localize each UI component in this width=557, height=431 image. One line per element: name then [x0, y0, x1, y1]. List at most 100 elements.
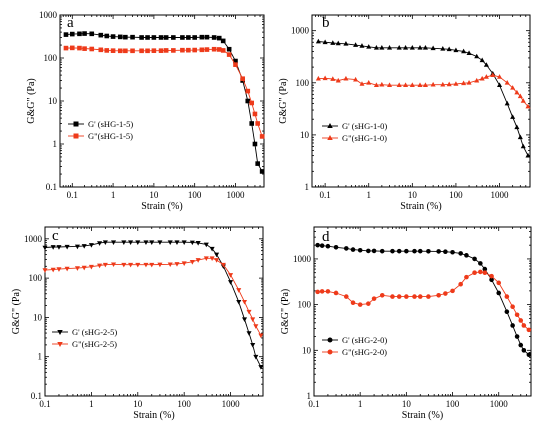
- data-point: [426, 248, 431, 254]
- data-point: [350, 300, 356, 306]
- data-point: [158, 35, 164, 40]
- legend-entry: G"(sHG-1-0): [342, 133, 387, 143]
- data-point: [216, 47, 222, 52]
- data-point: [350, 247, 356, 252]
- x-axis-label: Strain (%): [141, 201, 182, 212]
- y-tick-label: 0.1: [31, 391, 42, 401]
- data-point: [181, 261, 187, 266]
- data-point: [322, 39, 328, 45]
- data-point: [233, 62, 238, 67]
- data-point: [353, 76, 359, 82]
- data-point: [520, 143, 526, 149]
- legend: G' (sHG-2-5) G"(sHG-2-5): [52, 327, 117, 349]
- series-g-prime: [315, 242, 532, 358]
- data-point: [325, 243, 331, 249]
- x-tick-label: 100: [446, 399, 460, 409]
- data-point: [335, 40, 341, 46]
- data-point: [357, 302, 363, 307]
- y-axis: 1 10 100 1000: [293, 226, 531, 401]
- data-point: [464, 253, 469, 258]
- data-point: [81, 265, 87, 271]
- x-axis: 0.1 1 10 100 1000: [59, 15, 265, 200]
- data-point: [117, 48, 123, 54]
- data-point: [259, 134, 265, 139]
- y-tick-label: 1000: [293, 254, 312, 264]
- legend-entry: G' (sHG-1-0): [342, 121, 387, 131]
- data-point: [220, 262, 226, 268]
- series-g-double-prime: [315, 72, 531, 109]
- data-point: [510, 304, 515, 310]
- data-point: [258, 365, 264, 370]
- x-tick-label: 0.1: [39, 399, 50, 409]
- data-point: [430, 45, 436, 51]
- data-point: [404, 294, 409, 299]
- data-point: [97, 241, 103, 246]
- data-point: [250, 317, 256, 322]
- x-axis-label: Strain (%): [400, 201, 441, 212]
- data-point: [453, 81, 459, 86]
- data-point: [220, 48, 226, 53]
- data-point: [64, 244, 70, 250]
- data-point: [117, 34, 123, 40]
- data-point: [171, 35, 176, 40]
- data-point: [259, 169, 265, 174]
- data-point: [130, 48, 135, 54]
- y-tick-label: 100: [296, 78, 310, 88]
- data-point: [42, 245, 48, 251]
- data-point: [158, 48, 164, 53]
- data-point: [396, 45, 402, 50]
- x-tick-label: 1000: [490, 399, 509, 409]
- data-point: [189, 240, 195, 246]
- data-point: [192, 47, 197, 53]
- data-point: [343, 246, 349, 251]
- data-point: [450, 288, 455, 294]
- data-point: [440, 45, 446, 51]
- data-point: [110, 240, 117, 245]
- y-tick-label: 1000: [291, 26, 310, 36]
- data-point: [379, 81, 385, 87]
- data-point: [220, 38, 226, 44]
- data-point: [412, 294, 417, 299]
- data-point: [366, 44, 372, 49]
- data-point: [226, 46, 232, 52]
- data-point: [514, 89, 520, 95]
- data-point: [214, 258, 220, 263]
- data-point: [81, 244, 87, 249]
- data-point: [211, 35, 217, 40]
- data-point: [517, 93, 523, 99]
- data-point: [89, 31, 95, 37]
- data-point: [417, 45, 423, 50]
- data-point: [417, 294, 423, 299]
- data-point: [478, 269, 483, 275]
- data-point: [526, 352, 532, 358]
- data-point: [412, 248, 417, 254]
- data-point: [128, 262, 134, 268]
- data-point: [472, 256, 477, 262]
- data-point: [143, 262, 149, 268]
- data-point: [343, 75, 349, 81]
- data-point: [386, 82, 393, 88]
- legend-marker: [57, 342, 63, 347]
- data-point: [242, 317, 248, 322]
- data-point: [110, 262, 117, 268]
- data-point: [203, 242, 209, 248]
- data-point: [69, 31, 75, 37]
- data-point: [446, 46, 452, 52]
- data-point: [458, 251, 463, 256]
- data-point: [461, 80, 467, 86]
- x-tick-label: 10: [133, 399, 143, 409]
- legend-entry: G' (sHG-2-5): [72, 327, 117, 337]
- plot-frame: [59, 14, 265, 188]
- data-point: [373, 82, 379, 88]
- data-point: [521, 348, 527, 353]
- data-point: [458, 281, 463, 287]
- panel-label: b: [322, 15, 330, 31]
- data-point: [325, 289, 331, 294]
- data-point: [409, 82, 415, 88]
- data-point: [98, 32, 104, 38]
- x-tick-label: 1000: [222, 399, 241, 409]
- plot-frame: [311, 14, 531, 188]
- data-point: [396, 82, 402, 88]
- y-tick-label: 0.1: [46, 182, 57, 192]
- data-point: [145, 48, 150, 54]
